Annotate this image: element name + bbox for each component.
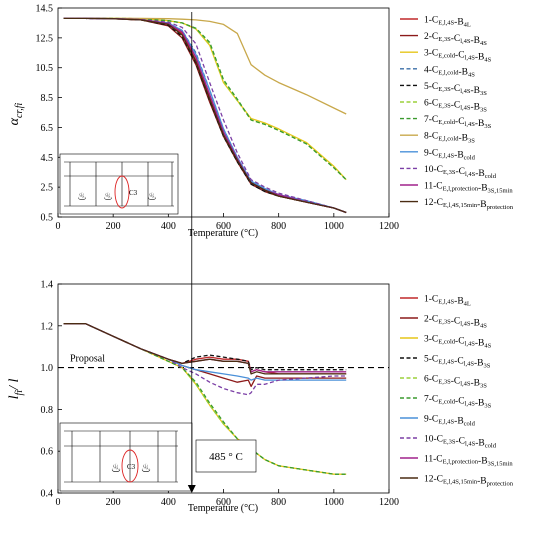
top-x-tick-label: 200 xyxy=(106,221,121,232)
bottom-legend-entry: 9-CE,l,4S-Bcold xyxy=(424,415,476,428)
bottom-series-line-10 xyxy=(63,323,347,375)
top-x-tick-label: 800 xyxy=(271,221,286,232)
top-y-tick-label: 0.5 xyxy=(41,213,54,224)
top-series-line-12 xyxy=(63,17,347,214)
top-y-tick-label: 4.5 xyxy=(41,153,54,164)
bottom-series-group xyxy=(63,323,347,475)
proposal-label: Proposal xyxy=(70,354,105,365)
bottom-series-line-4 xyxy=(63,323,347,371)
bottom-legend-entry: 1-CE,l,4S-B4L xyxy=(424,295,471,308)
bottom-x-tick-label: 400 xyxy=(161,497,176,508)
top-series-line-8 xyxy=(63,17,347,115)
bottom-x-tick-label: 1200 xyxy=(379,497,399,508)
fire-icon: ♨ xyxy=(103,191,113,203)
bottom-x-tick-label: 800 xyxy=(271,497,286,508)
fire-icon: ♨ xyxy=(111,461,122,475)
top-legend-entry: 11-CE,l,protection-B3S,15min xyxy=(424,182,513,195)
bottom-inset-sketch: ♨ ♨ C3 xyxy=(59,422,193,492)
bottom-legend-entry: 2-CE,3S-Cl,4S-B4S xyxy=(424,315,487,330)
top-legend: 1-CE,l,4S-B4L 2-CE,3S-Cl,4S-B4S 3-CE,cold-… xyxy=(400,16,514,211)
bottom-y-tick-label: 0.4 xyxy=(41,489,54,500)
bottom-x-tick-label: 200 xyxy=(106,497,121,508)
temperature-arrow-head xyxy=(187,485,196,493)
top-legend-entry: 3-CE,cold-Cl,4S-B4S xyxy=(424,49,492,64)
bottom-x-tick-label: 600 xyxy=(216,497,231,508)
inset-frame xyxy=(59,422,193,492)
bottom-series-line-5 xyxy=(63,323,347,475)
temperature-annotation-box xyxy=(195,439,257,473)
top-series-line-10 xyxy=(63,17,347,214)
bottom-y-tick-label: 0.6 xyxy=(41,447,54,458)
bottom-y-tick-label: 0.8 xyxy=(41,405,54,416)
top-legend-entry: 6-CE,3S-Cl,4S-B3S xyxy=(424,99,487,114)
bottom-legend-entry: 7-CE,cold-Cl,4S-B3S xyxy=(424,395,492,410)
top-x-tick-label: 400 xyxy=(161,221,176,232)
bottom-legend: 1-CE,l,4S-B4L 2-CE,3S-Cl,4S-B4S 3-CE,cold-… xyxy=(400,295,514,488)
bottom-legend-entry: 3-CE,cold-Cl,4S-B4S xyxy=(424,335,492,350)
bottom-chart: Proposal 0.4 0.6 0.8 1.0 1.2 1.4 0 200 400 600 80… xyxy=(7,280,514,515)
bottom-y-tick-label: 1.0 xyxy=(41,363,54,374)
inset-column-label: C3 xyxy=(129,189,138,197)
top-y-tick-label: 14.5 xyxy=(36,4,54,15)
top-x-tick-label: 1000 xyxy=(324,221,344,232)
top-y-tick-label: 2.5 xyxy=(41,183,54,194)
inset-column-highlight xyxy=(121,449,139,483)
top-chart: 0.5 2.5 4.5 6.5 8.5 10.5 12.5 14.5 0 200 400 600 80… xyxy=(7,4,514,240)
top-legend-entry: 7-CE,cold-Cl,4S-B3S xyxy=(424,115,492,130)
inset-column-label: C3 xyxy=(127,463,136,471)
bottom-x-axis-label: Temperature (°C) xyxy=(188,503,258,514)
inset-column-highlight xyxy=(114,175,130,209)
fire-icon: ♨ xyxy=(141,461,152,475)
bottom-legend-entry: 6-CE,3S-Cl,4S-B3S xyxy=(424,375,487,390)
top-y-tick-label: 10.5 xyxy=(36,63,54,74)
temperature-annotation-label: 485 ° C xyxy=(209,451,243,463)
bottom-y-tick-label: 1.2 xyxy=(41,321,54,332)
top-legend-entry: 12-CE,l,4S,15min-Bprotection xyxy=(424,198,514,211)
top-x-tick-label: 0 xyxy=(56,221,61,232)
top-x-tick-label: 1200 xyxy=(379,221,399,232)
bottom-y-tick-label: 1.4 xyxy=(41,280,54,291)
top-legend-entry: 8-CE,l,cold-B3S xyxy=(424,132,475,145)
inset-frame xyxy=(59,153,179,215)
top-series-line-7 xyxy=(63,17,347,181)
top-legend-entry: 10-CE,3S-Cl,4S-Bcold xyxy=(424,165,497,180)
bottom-x-tick-label: 0 xyxy=(56,497,61,508)
top-y-tick-label: 8.5 xyxy=(41,93,54,104)
top-legend-entry: 2-CE,3S-Cl,4S-B4S xyxy=(424,32,487,47)
top-legend-entry: 5-CE,3S-Cl,4S-B3S xyxy=(424,82,487,97)
top-inset-sketch: ♨ ♨ ♨ C3 xyxy=(59,153,179,215)
bottom-legend-entry: 10-CE,3S-Cl,4S-Bcold xyxy=(424,435,497,450)
top-x-tick-label: 600 xyxy=(216,221,231,232)
bottom-series-line-8 xyxy=(63,323,347,396)
top-legend-entry: 4-CE,l,cold-B4S xyxy=(424,65,475,78)
top-y-axis-label: αcr,fi xyxy=(7,102,25,125)
bottom-x-tick-label: 1000 xyxy=(324,497,344,508)
top-y-tick-label: 12.5 xyxy=(36,33,54,44)
fire-icon: ♨ xyxy=(77,191,87,203)
top-y-tick-label: 6.5 xyxy=(41,123,54,134)
bottom-legend-entry: 11-CE,l,protection-B3S,15min xyxy=(424,455,513,468)
top-x-axis-label: Temperature (°C) xyxy=(188,228,258,239)
top-legend-entry: 9-CE,l,4S-Bcold xyxy=(424,148,476,161)
bottom-y-axis-label: lfi/ l xyxy=(7,379,25,400)
bottom-legend-entry: 5-CE,l,4S-Cl,4S-B3S xyxy=(424,355,491,370)
fire-icon: ♨ xyxy=(147,191,157,203)
top-legend-entry: 1-CE,l,4S-B4L xyxy=(424,16,471,29)
top-series-group xyxy=(63,17,347,214)
bottom-legend-entry: 12-CE,l,4S,15min-Bprotection xyxy=(424,475,514,488)
